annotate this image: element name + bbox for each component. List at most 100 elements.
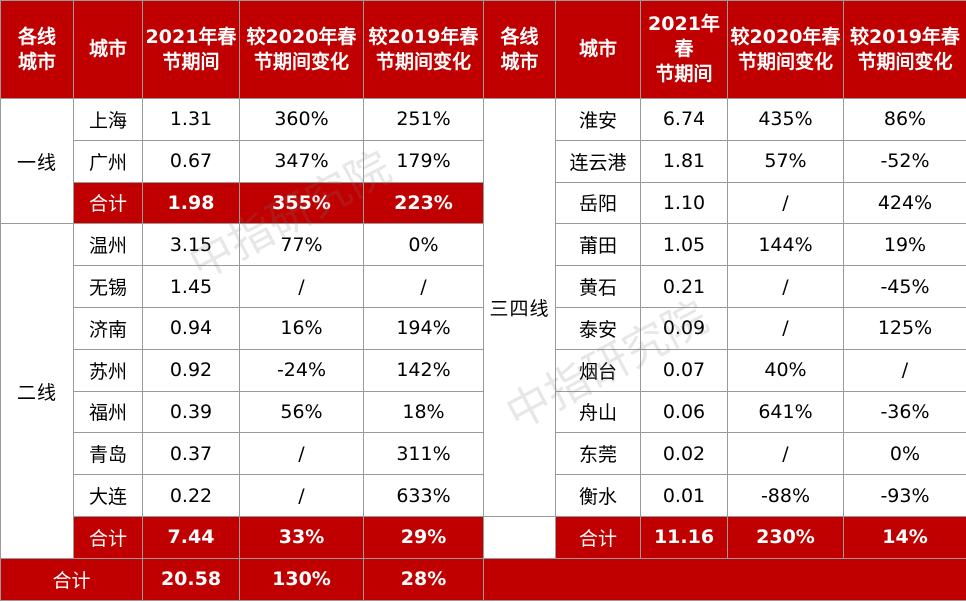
change-2019-cell: 194% [363, 306, 484, 350]
city-cell: 舟山 [555, 390, 641, 434]
change-2020-cell: -24% [239, 348, 364, 392]
tier1-total-value: 1.98 [142, 181, 240, 225]
value-cell: 1.45 [142, 265, 240, 308]
table-row: 福州 0.39 56% 18% 舟山 0.06 641% -36% [1, 390, 966, 434]
header-vs2020-right: 较2020年春 节期间变化 [727, 0, 844, 99]
value-cell: 1.05 [640, 223, 728, 267]
city-cell: 东莞 [555, 432, 641, 476]
change-2020-cell: / [239, 265, 364, 308]
change-2020-cell: 360% [239, 98, 364, 141]
city-cell: 衡水 [555, 474, 641, 517]
change-2020-cell: / [727, 432, 844, 476]
change-2019-cell: -93% [843, 474, 966, 517]
city-cell: 烟台 [555, 348, 641, 392]
value-cell: 0.67 [142, 139, 240, 183]
table-row: 合计 7.44 33% 29% 合计 11.16 230% 14% [1, 515, 966, 559]
city-cell: 莆田 [555, 223, 641, 267]
table-row: 青岛 0.37 / 311% 东莞 0.02 / 0% [1, 432, 966, 476]
grand-total-label: 合计 [0, 557, 143, 601]
value-cell: 0.22 [142, 474, 240, 517]
change-2019-cell: 179% [363, 139, 484, 183]
header-2021: 2021年春 节期间 [142, 0, 240, 99]
city-cell: 泰安 [555, 306, 641, 350]
tier-label-2: 二线 [0, 223, 74, 559]
change-2020-cell: 347% [239, 139, 364, 183]
change-2019-cell: 633% [363, 474, 484, 517]
value-cell: 0.02 [640, 432, 728, 476]
tier34-total-value: 11.16 [640, 515, 728, 559]
city-cell: 温州 [73, 223, 143, 267]
value-cell: 0.94 [142, 306, 240, 350]
value-cell: 0.21 [640, 265, 728, 308]
table-row: 一线 上海 1.31 360% 251% 三四线 淮安 6.74 435% 86… [0, 97, 966, 517]
tier34-total-vs2020: 230% [727, 515, 844, 559]
value-cell: 0.39 [142, 390, 240, 434]
header-city-right: 城市 [555, 0, 641, 99]
city-cell: 大连 [73, 474, 143, 517]
city-cell: 无锡 [73, 265, 143, 308]
value-cell: 1.10 [640, 181, 728, 225]
grand-total-value: 20.58 [142, 557, 240, 601]
tier-label-34: 三四线 [483, 98, 556, 517]
city-cell: 广州 [73, 139, 143, 183]
change-2020-cell: 16% [239, 306, 364, 350]
tier34-total-label: 合计 [555, 515, 641, 559]
city-cell: 济南 [73, 306, 143, 350]
change-2020-cell: 641% [727, 390, 844, 434]
change-2020-cell: / [727, 265, 844, 308]
city-cell: 上海 [73, 98, 143, 141]
grand-total-vs2019: 28% [363, 557, 484, 601]
change-2020-cell: 56% [239, 390, 364, 434]
change-2019-cell: -36% [843, 390, 966, 434]
value-cell: 0.37 [142, 432, 240, 476]
tier1-total-vs2019: 223% [363, 181, 484, 225]
change-2020-cell: 40% [727, 348, 844, 392]
change-2019-cell: -45% [843, 265, 966, 308]
table-row: 大连 0.22 / 633% 衡水 0.01 -88% -93% [1, 474, 966, 517]
change-2019-cell: / [363, 265, 484, 308]
change-2019-cell: 251% [363, 98, 484, 141]
table-row: 二线 温州 3.15 77% 0% 莆田 1.05 144% 19% [0, 223, 966, 559]
change-2019-cell: -52% [843, 139, 966, 183]
tier1-total-vs2020: 355% [239, 181, 364, 225]
value-cell: 1.31 [142, 98, 240, 141]
header-vs2019-right: 较2019年春 节期间变化 [843, 0, 966, 99]
tier-label-1: 一线 [0, 97, 74, 225]
value-cell: 3.15 [142, 223, 240, 267]
change-2020-cell: / [727, 306, 844, 350]
change-2020-cell: / [239, 432, 364, 476]
city-cell: 连云港 [555, 139, 641, 183]
grand-total-row: 合计 20.58 130% 28% [0, 557, 966, 601]
change-2020-cell: 77% [239, 223, 364, 267]
grand-total-vs2020: 130% [239, 557, 364, 601]
value-cell: 0.07 [640, 348, 728, 392]
tier2-total-label: 合计 [73, 515, 143, 559]
change-2020-cell: / [239, 474, 364, 517]
city-cell: 淮安 [555, 98, 641, 141]
header-2021-right: 2021年春 节期间 [640, 0, 728, 99]
value-cell: 0.92 [142, 348, 240, 392]
change-2019-cell: 311% [363, 432, 484, 476]
value-cell: 0.01 [640, 474, 728, 517]
header-city: 城市 [73, 0, 143, 99]
change-2019-cell: 0% [843, 432, 966, 476]
change-2019-cell: 142% [363, 348, 484, 392]
tier2-total-vs2019: 29% [363, 515, 484, 559]
header-row: 各线 城市 城市 2021年春 节期间 较2020年春 节期间变化 较2019年春 节期… [0, 0, 966, 99]
change-2020-cell: 435% [727, 98, 844, 141]
city-cell: 黄石 [555, 265, 641, 308]
tier34-total-vs2019: 14% [843, 515, 966, 559]
change-2019-cell: 424% [843, 181, 966, 225]
header-tier-right: 各线 城市 [483, 0, 556, 99]
grand-total-filler [483, 557, 966, 601]
header-vs2019: 较2019年春 节期间变化 [363, 0, 484, 99]
value-cell: 0.09 [640, 306, 728, 350]
tier2-total-value: 7.44 [142, 515, 240, 559]
change-2020-cell: -88% [727, 474, 844, 517]
change-2020-cell: 144% [727, 223, 844, 267]
value-cell: 6.74 [640, 98, 728, 141]
value-cell: 0.06 [640, 390, 728, 434]
table-row: 济南 0.94 16% 194% 泰安 0.09 / 125% [1, 306, 966, 350]
city-cell: 苏州 [73, 348, 143, 392]
